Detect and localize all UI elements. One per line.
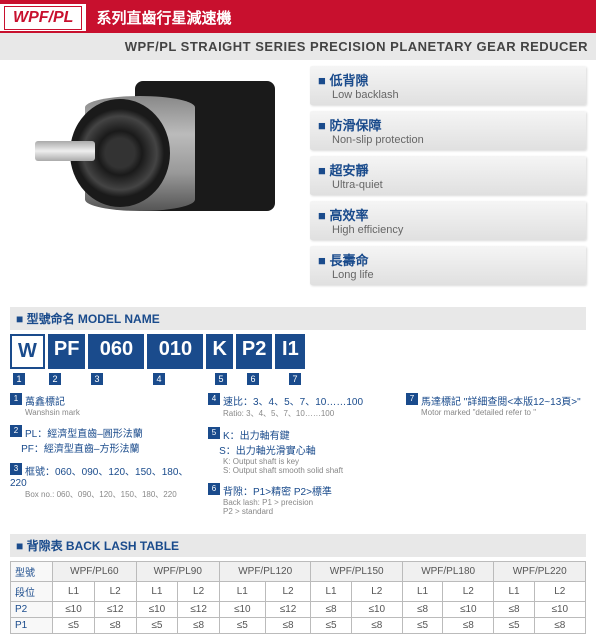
feature-item: 長壽命Long life (310, 246, 586, 285)
model-part: I1 (275, 334, 305, 369)
product-image (10, 66, 300, 246)
title-cn: 系列直齒行星減速機 (86, 4, 596, 31)
model-section-header: 型號命名 MODEL NAME (10, 307, 586, 330)
model-part: K (206, 334, 232, 369)
title-en: WPF/PL STRAIGHT SERIES PRECISION PLANETA… (0, 33, 596, 60)
model-num: 2 (49, 373, 61, 385)
backlash-table: 型號WPF/PL60WPF/PL90WPF/PL120WPF/PL150WPF/… (10, 561, 586, 634)
model-part: 010 (147, 334, 203, 369)
feature-item: 高效率High efficiency (310, 201, 586, 240)
legend-item: 7馬達標記 "詳細查閱<本版12~13頁>"Motor marked "deta… (406, 393, 586, 417)
model-num: 5 (215, 373, 227, 385)
model-part: W (10, 334, 45, 369)
legend-item: 2PL：經濟型直齒–圓形法蘭 PF：經濟型直齒–方形法蘭 (10, 425, 190, 455)
model-num: 3 (91, 373, 103, 385)
model-part: 060 (88, 334, 144, 369)
legend-item: 5K：出力軸有鍵 S：出力軸光滑實心軸K: Output shaft is ke… (208, 427, 388, 475)
backlash-section-header: 背隙表 BACK LASH TABLE (10, 534, 586, 557)
legend-item: 6背隙：P1>精密 P2>標準Back lash: P1 > precision… (208, 483, 388, 516)
feature-item: 超安靜Ultra-quiet (310, 156, 586, 195)
model-num: 6 (247, 373, 259, 385)
legend: 1萬鑫標記Wanshsin mark 2PL：經濟型直齒–圓形法蘭 PF：經濟型直… (10, 393, 586, 524)
feature-item: 低背隙Low backlash (310, 66, 586, 105)
legend-item: 4速比：3、4、5、7、10……100Ratio: 3、4、5、7、10……10… (208, 393, 388, 419)
model-part: P2 (236, 334, 272, 369)
product-code: WPF/PL (4, 6, 82, 30)
model-part: PF (48, 334, 86, 369)
model-num: 1 (13, 373, 25, 385)
model-num: 7 (289, 373, 301, 385)
model-parts: WPF060010KP2I1 (10, 334, 586, 369)
features-list: 低背隙Low backlash 防滑保障Non-slip protection 超安… (300, 66, 586, 291)
legend-item: 1萬鑫標記Wanshsin mark (10, 393, 190, 417)
model-num: 4 (153, 373, 165, 385)
feature-item: 防滑保障Non-slip protection (310, 111, 586, 150)
legend-item: 3框號：060、090、120、150、180、220Box no.: 060、… (10, 463, 190, 500)
